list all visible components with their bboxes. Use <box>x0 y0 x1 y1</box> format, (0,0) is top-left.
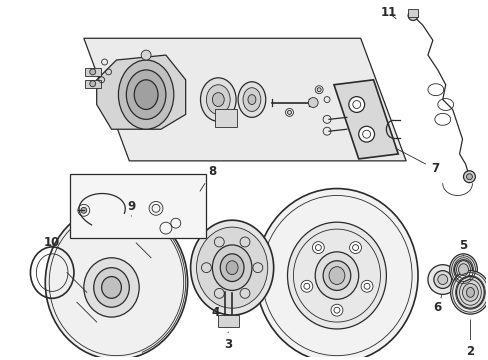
Ellipse shape <box>126 70 165 120</box>
Circle shape <box>360 280 372 292</box>
Bar <box>407 9 417 17</box>
Ellipse shape <box>190 220 273 315</box>
Ellipse shape <box>328 267 344 284</box>
Circle shape <box>349 242 361 253</box>
Text: 4: 4 <box>211 306 219 319</box>
Ellipse shape <box>226 261 238 275</box>
Polygon shape <box>83 38 406 161</box>
Circle shape <box>463 171 474 183</box>
Text: 8: 8 <box>200 165 216 191</box>
Circle shape <box>90 81 96 87</box>
Bar <box>218 315 239 327</box>
Ellipse shape <box>255 189 417 360</box>
Bar <box>70 174 206 238</box>
Ellipse shape <box>456 276 483 308</box>
Circle shape <box>317 88 321 92</box>
Polygon shape <box>97 55 185 129</box>
Text: 1: 1 <box>0 359 1 360</box>
Ellipse shape <box>243 88 260 112</box>
Text: 10: 10 <box>44 237 60 249</box>
Text: 2: 2 <box>466 320 473 358</box>
Text: 11: 11 <box>380 6 396 19</box>
Ellipse shape <box>323 261 350 291</box>
Ellipse shape <box>238 82 265 117</box>
Ellipse shape <box>449 254 476 285</box>
Circle shape <box>407 10 417 21</box>
Circle shape <box>348 96 364 112</box>
Ellipse shape <box>462 283 477 301</box>
Circle shape <box>312 242 324 253</box>
Circle shape <box>307 98 318 108</box>
Circle shape <box>437 275 447 284</box>
Ellipse shape <box>247 95 255 104</box>
Ellipse shape <box>212 93 224 107</box>
Ellipse shape <box>83 258 139 317</box>
Text: 6: 6 <box>433 295 441 314</box>
Circle shape <box>466 174 471 180</box>
Circle shape <box>90 69 96 75</box>
Ellipse shape <box>45 205 187 360</box>
Circle shape <box>433 271 451 288</box>
Circle shape <box>81 207 86 213</box>
Ellipse shape <box>94 268 129 307</box>
Text: 3: 3 <box>224 332 232 351</box>
Circle shape <box>300 280 312 292</box>
Ellipse shape <box>450 271 488 314</box>
Bar <box>84 80 101 88</box>
Ellipse shape <box>315 252 358 299</box>
Ellipse shape <box>458 264 468 275</box>
Bar <box>84 68 101 76</box>
Text: 5: 5 <box>458 239 467 256</box>
Ellipse shape <box>102 276 121 298</box>
Ellipse shape <box>196 227 267 308</box>
Circle shape <box>330 304 342 316</box>
Ellipse shape <box>220 254 244 282</box>
Circle shape <box>427 265 457 294</box>
Bar <box>215 109 237 127</box>
Ellipse shape <box>454 260 471 279</box>
Ellipse shape <box>287 222 386 329</box>
Text: 7: 7 <box>395 148 438 175</box>
Ellipse shape <box>134 80 158 109</box>
Text: 9: 9 <box>127 200 135 216</box>
Ellipse shape <box>466 287 473 297</box>
Ellipse shape <box>200 78 236 121</box>
Circle shape <box>141 50 151 60</box>
Circle shape <box>358 126 374 142</box>
Circle shape <box>287 111 291 114</box>
Ellipse shape <box>118 60 173 129</box>
Ellipse shape <box>206 85 230 114</box>
Ellipse shape <box>212 245 251 291</box>
Polygon shape <box>333 80 397 159</box>
